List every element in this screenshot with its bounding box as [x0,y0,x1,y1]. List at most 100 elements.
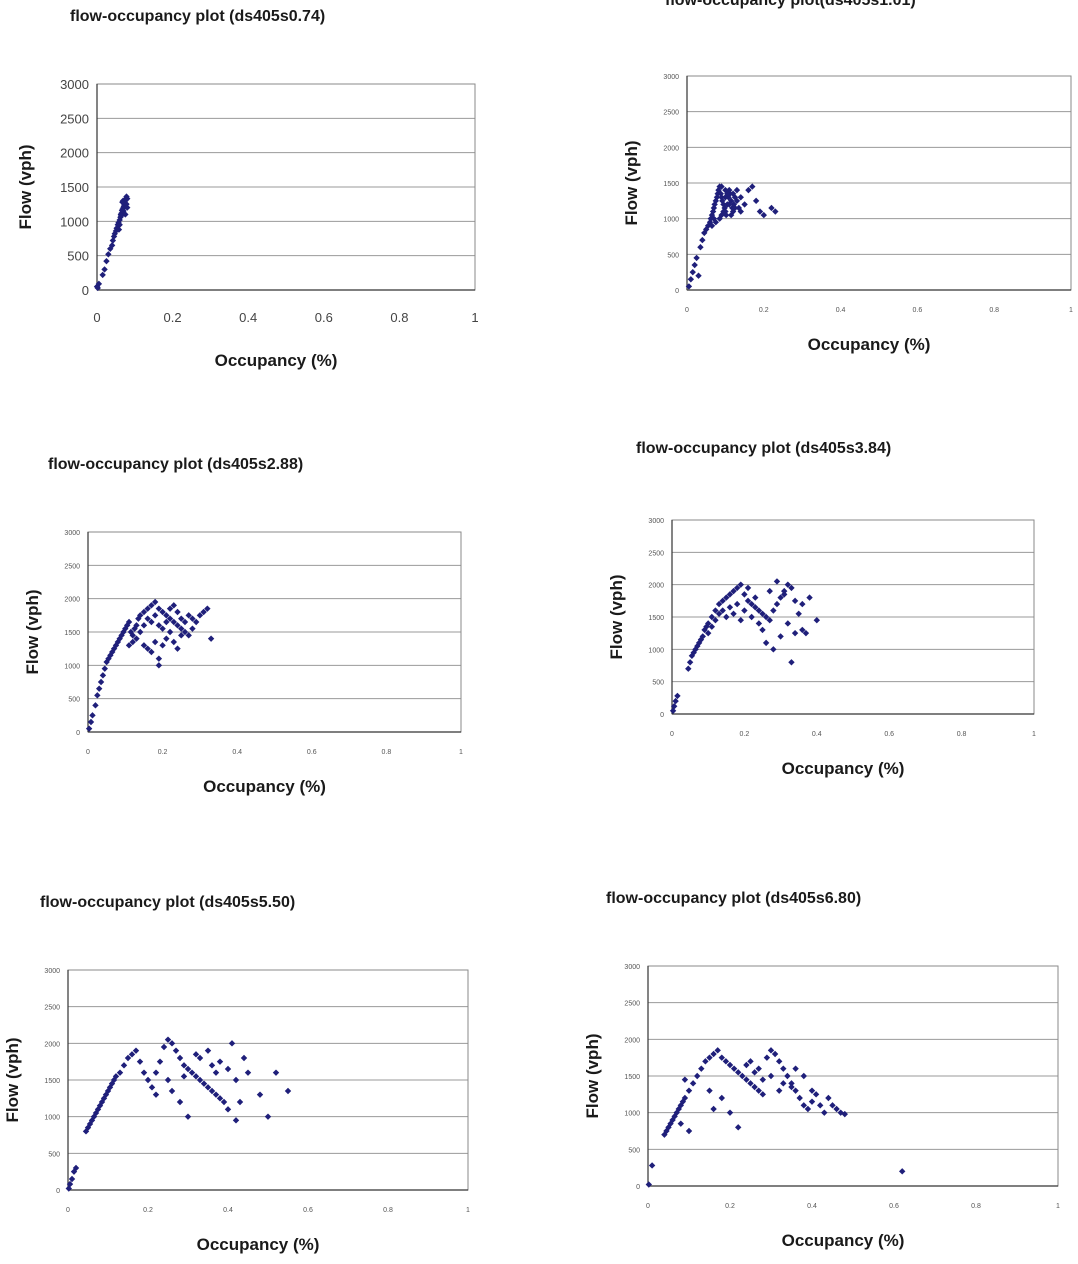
x-tick-label: 0.8 [390,310,408,325]
data-point [665,1124,672,1131]
data-point [152,1091,160,1098]
data-point [799,600,806,608]
data-point [733,600,741,608]
x-axis-label: Occupancy (%) [808,335,931,354]
x-tick-label: 0.2 [725,1203,735,1210]
data-point [737,194,744,201]
data-point [731,204,739,212]
y-tick-label: 2000 [624,1037,640,1044]
data-point [120,1062,128,1069]
data-point [168,1087,176,1095]
data-point [136,1058,144,1065]
data-point [151,598,159,606]
x-tick-label: 0.6 [303,1207,313,1214]
chart-title: flow-occupancy plot (ds405s0.74) [70,8,326,25]
data-point [101,665,108,672]
x-tick-label: 0.2 [158,749,168,756]
data-point [95,685,103,692]
y-tick-label: 1500 [648,615,664,622]
data-point [747,1058,754,1065]
data-point [174,645,181,652]
data-point [796,1094,803,1102]
y-tick-label: 1500 [624,1074,640,1081]
data-point [155,655,163,662]
data-point [176,1054,184,1062]
x-tick-label: 0.4 [239,310,257,325]
data-point [697,244,704,251]
data-point [140,622,148,629]
data-point [751,1083,758,1091]
data-point [109,648,116,656]
y-axis-label: Flow (vph) [16,145,35,230]
scatter-plot: 0 500 1000 1500 2000 2500 3000 0 0.2 0.4 0.6 0.8 1 Oc… [23,530,463,796]
data-point [693,254,700,262]
data-point [702,1058,709,1065]
data-point [669,707,677,714]
data-point [108,242,116,249]
x-tick-label: 0.4 [807,1203,817,1210]
data-point [808,1098,816,1105]
y-tick-label: 1000 [60,214,89,229]
data-point [140,1069,148,1076]
data-point [166,628,174,636]
x-tick-label: 0.4 [812,731,822,738]
y-tick-label: 2500 [44,1005,60,1012]
y-tick-label: 500 [67,249,89,264]
data-point [204,1047,212,1054]
data-point [755,607,763,614]
y-tick-label: 500 [652,680,664,687]
y-tick-label: 0 [675,288,679,295]
data-point [65,1185,72,1192]
data-point [176,1098,184,1106]
data-point [163,618,170,626]
data-point [220,1098,228,1106]
data-point [216,1058,224,1065]
data-point [784,1072,791,1080]
y-axis-label: Flow (vph) [622,141,641,226]
data-point [99,271,106,279]
data-point [752,594,759,601]
x-tick-label: 0 [86,749,90,756]
data-point [208,1087,216,1095]
data-point [766,587,773,595]
x-tick-label: 0.2 [164,310,182,325]
data-point [767,1072,775,1080]
data-point [137,628,144,636]
scatter-plot: 0 500 1000 1500 2000 2500 3000 0 0.2 0.4 0.6 0.8 1 Oc… [622,74,1073,354]
data-point [792,1065,799,1072]
data-point [117,212,125,220]
data-point [95,280,103,288]
data-point [710,1105,717,1113]
data-point [160,1043,168,1051]
data-point [712,607,719,614]
x-tick-label: 1 [466,1207,470,1214]
data-point [116,221,123,228]
y-tick-label: 0 [76,730,80,737]
data-point [730,610,737,617]
data-point [159,608,166,616]
data-point [192,618,200,626]
y-tick-label: 1500 [64,630,80,637]
data-point [726,1061,734,1069]
chart-6: flow-occupancy plot (ds405s6.80) 0 500 1000… [540,880,1078,1264]
data-point [735,1069,742,1076]
data-point [747,1080,754,1087]
y-tick-label: 2500 [624,1001,640,1008]
y-tick-label: 1500 [44,1078,60,1085]
y-tick-label: 500 [68,697,80,704]
data-point [710,1050,717,1058]
x-tick-label: 0.8 [971,1203,981,1210]
data-point [105,251,112,258]
y-tick-label: 1000 [64,663,80,670]
data-point [698,1065,705,1072]
chart-4: flow-occupancy plot (ds405s3.84) 0 500 1000… [540,420,1078,800]
data-point [795,610,802,617]
y-tick-label: 0 [56,1188,60,1195]
data-point [691,261,698,269]
y-tick-label: 1000 [624,1111,640,1118]
data-point [752,197,760,205]
data-point [148,1084,156,1091]
data-point [170,638,177,646]
data-point [788,1080,795,1087]
data-point [726,201,733,208]
